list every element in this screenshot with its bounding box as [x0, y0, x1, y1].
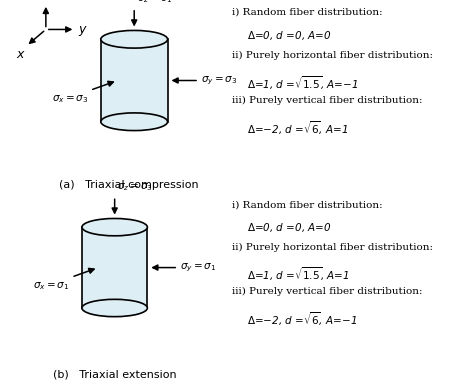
Text: ii) Purely horizontal fiber distribution:: ii) Purely horizontal fiber distribution… — [232, 243, 433, 252]
Text: $\sigma_z=\sigma_1$: $\sigma_z=\sigma_1$ — [137, 0, 173, 5]
Text: (b)   Triaxial extension: (b) Triaxial extension — [53, 369, 176, 379]
Text: x: x — [16, 48, 23, 61]
Text: $\sigma_y=\sigma_3$: $\sigma_y=\sigma_3$ — [201, 74, 237, 87]
Text: iii) Purely vertical fiber distribution:: iii) Purely vertical fiber distribution: — [232, 96, 423, 105]
Ellipse shape — [82, 300, 147, 316]
Text: $\sigma_y=\sigma_1$: $\sigma_y=\sigma_1$ — [180, 261, 217, 274]
Text: $\sigma_x=\sigma_3$: $\sigma_x=\sigma_3$ — [52, 93, 88, 105]
Text: ii) Purely horizontal fiber distribution:: ii) Purely horizontal fiber distribution… — [232, 51, 433, 60]
Text: i) Random fiber distribution:: i) Random fiber distribution: — [232, 8, 383, 17]
Text: i) Random fiber distribution:: i) Random fiber distribution: — [232, 200, 383, 209]
Text: $\Delta$=1, $d$ =$\sqrt{1.5}$, $A$=1: $\Delta$=1, $d$ =$\sqrt{1.5}$, $A$=1 — [247, 266, 350, 283]
Ellipse shape — [82, 219, 147, 236]
Text: $\Delta$=0, $d$ =0, $A$=0: $\Delta$=0, $d$ =0, $A$=0 — [247, 221, 332, 234]
Polygon shape — [82, 227, 147, 308]
Text: $\Delta$=0, $d$ =0, $A$=0: $\Delta$=0, $d$ =0, $A$=0 — [247, 30, 332, 42]
Polygon shape — [101, 39, 168, 122]
Text: $\sigma_z=\sigma_3$: $\sigma_z=\sigma_3$ — [117, 182, 153, 193]
Text: $\Delta$=1, $d$ =$\sqrt{1.5}$, $A$=$-$1: $\Delta$=1, $d$ =$\sqrt{1.5}$, $A$=$-$1 — [247, 75, 358, 92]
Text: $\sigma_x=\sigma_1$: $\sigma_x=\sigma_1$ — [33, 280, 69, 292]
Ellipse shape — [101, 30, 168, 48]
Text: iii) Purely vertical fiber distribution:: iii) Purely vertical fiber distribution: — [232, 287, 423, 296]
Ellipse shape — [101, 113, 168, 131]
Text: (a)   Triaxial compression: (a) Triaxial compression — [58, 181, 198, 191]
Text: $\Delta$=$-$2, $d$ =$\sqrt{6}$, $A$=1: $\Delta$=$-$2, $d$ =$\sqrt{6}$, $A$=1 — [247, 120, 348, 137]
Text: $\Delta$=$-$2, $d$ =$\sqrt{6}$, $A$=$-$1: $\Delta$=$-$2, $d$ =$\sqrt{6}$, $A$=$-$1 — [247, 310, 357, 328]
Text: y: y — [78, 23, 86, 36]
Text: z: z — [40, 0, 46, 1]
